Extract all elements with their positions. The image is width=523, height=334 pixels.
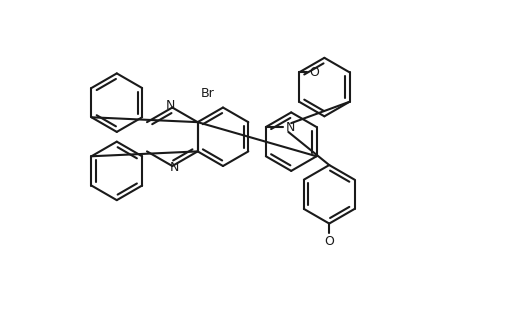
- Text: N: N: [286, 121, 295, 134]
- Text: O: O: [309, 66, 319, 79]
- Text: N: N: [169, 161, 179, 173]
- Text: N: N: [166, 99, 175, 112]
- Text: O: O: [324, 235, 334, 248]
- Text: Br: Br: [200, 87, 214, 100]
